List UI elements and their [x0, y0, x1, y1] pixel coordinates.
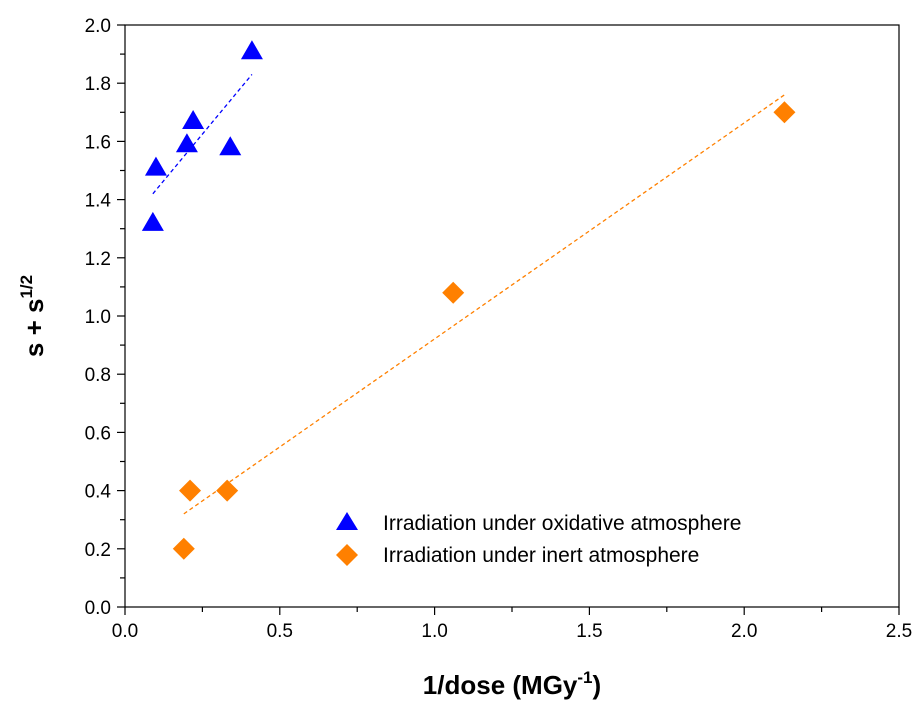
y-tick-label: 0.4 [85, 482, 112, 503]
legend: Irradiation under oxidative atmosphere I… [336, 512, 741, 567]
legend-label-oxidative: Irradiation under oxidative atmosphere [383, 512, 741, 535]
x-axis-title-main: 1/dose (MGy [423, 670, 578, 700]
x-tick-label: 0.5 [267, 621, 293, 642]
x-tick-label: 0.0 [112, 621, 138, 642]
data-point-oxidative [144, 156, 167, 176]
legend-marker-triangle-icon [336, 512, 358, 530]
legend-label-inert: Irradiation under inert atmosphere [383, 544, 699, 567]
data-point-oxidative [141, 211, 164, 231]
data-point-oxidative [182, 110, 205, 130]
y-tick-label: 0.6 [85, 423, 111, 444]
legend-marker-diamond-icon [336, 544, 358, 566]
data-point-inert [773, 101, 796, 124]
y-tick-label: 0.8 [85, 365, 111, 386]
x-axis-title-sup: -1 [577, 668, 592, 687]
y-axis-title-sup: 1/2 [17, 275, 36, 299]
x-tick-label: 1.0 [421, 621, 447, 642]
x-tick-label: 1.5 [576, 621, 602, 642]
y-tick-label: 1.8 [85, 74, 111, 95]
y-tick-label: 0.2 [85, 540, 111, 561]
fit-lines [152, 74, 785, 515]
data-point-inert [216, 479, 239, 502]
y-tick-label: 1.4 [85, 191, 112, 212]
data-point-oxidative [175, 133, 198, 153]
fit-line-series-0 [152, 74, 253, 195]
data-point-inert [179, 479, 202, 502]
data-point-oxidative [240, 40, 263, 60]
x-axis-title-tail: ) [593, 670, 602, 700]
y-axis-title-main: s + s [19, 299, 49, 358]
x-axis: 0.0 0.5 1.0 1.5 2.0 2.5 [112, 607, 912, 642]
x-tick-label: 2.5 [886, 621, 912, 642]
x-tick-label: 2.0 [731, 621, 757, 642]
y-axis: 0.0 0.2 0.4 0.6 0.8 1.0 1.2 1.4 1.6 1.8 2.0 [85, 16, 125, 619]
data-point-inert [442, 281, 465, 304]
x-axis-title: 1/dose (MGy-1) [423, 668, 601, 700]
y-axis-title: s + s1/2 [17, 275, 49, 357]
y-tick-label: 1.2 [85, 249, 111, 270]
data-point-oxidative [219, 136, 242, 156]
data-point-inert [172, 537, 195, 560]
y-tick-label: 2.0 [85, 16, 111, 37]
y-tick-label: 0.0 [85, 598, 111, 619]
y-tick-label: 1.0 [85, 307, 111, 328]
data-points [141, 40, 796, 560]
y-tick-label: 1.6 [85, 132, 111, 153]
fit-line-series-1 [183, 94, 785, 515]
